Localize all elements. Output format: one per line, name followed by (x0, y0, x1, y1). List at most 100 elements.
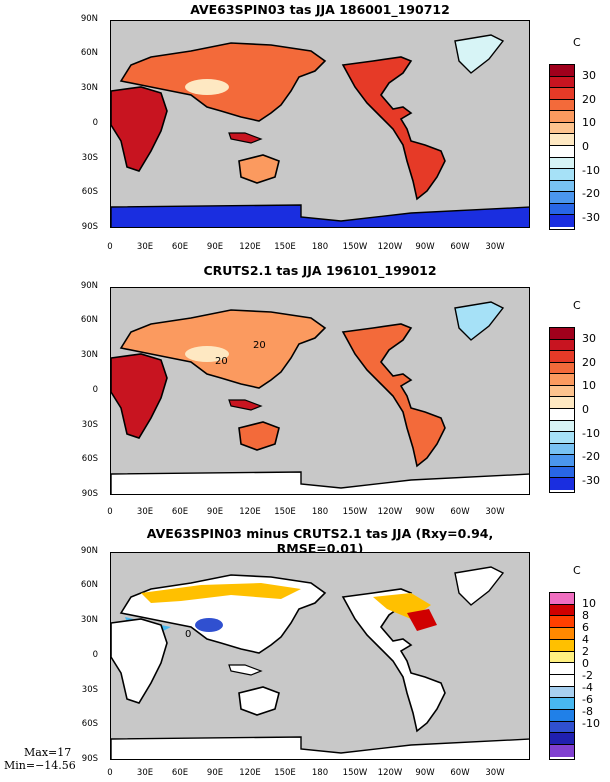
colorbar-swatch (550, 88, 574, 100)
colorbar-swatch (550, 651, 574, 664)
x-tick: 30E (136, 507, 154, 517)
contour-label: 20 (253, 340, 266, 351)
cold-bias-region (195, 618, 223, 632)
greenland-landmass (454, 34, 505, 74)
x-tick: 90W (415, 507, 435, 517)
colorbar-unit: C (573, 36, 581, 49)
colorbar-swatch (550, 733, 574, 746)
colorbar (549, 592, 575, 760)
contour-label: 0 (185, 629, 191, 640)
colorbar-swatch (550, 169, 574, 181)
colorbar-swatch (550, 328, 574, 340)
y-tick: 30S (81, 153, 98, 163)
x-tick: 150E (274, 242, 296, 252)
colorbar-swatch (550, 180, 574, 193)
colorbar-swatch (550, 157, 574, 170)
x-tick: 120E (239, 507, 261, 517)
y-tick: 90N (80, 281, 98, 291)
colorbar-swatch (550, 466, 574, 479)
x-tick: 120W (377, 242, 403, 252)
colorbar-label: -30 (582, 211, 600, 224)
x-tick: 180 (311, 242, 329, 252)
x-tick: 90E (206, 242, 224, 252)
x-tick: 0 (107, 768, 113, 778)
x-tick: 60E (171, 507, 189, 517)
x-tick: 60W (450, 768, 470, 778)
y-tick: 60N (80, 48, 98, 58)
colorbar-swatch (550, 397, 574, 409)
x-tick: 120E (239, 768, 261, 778)
x-tick: 180 (311, 768, 329, 778)
colorbar-swatch (550, 698, 574, 711)
x-tick: 90W (415, 768, 435, 778)
x-tick: 180 (311, 507, 329, 517)
colorbar-swatch (550, 134, 574, 146)
colorbar-swatch (550, 616, 574, 629)
x-tick: 30E (136, 768, 154, 778)
colorbar-swatch (550, 408, 574, 421)
panel-title: CRUTS2.1 tas JJA 196101_199012 (203, 263, 437, 278)
maritime-continent (228, 132, 263, 144)
x-tick: 0 (107, 507, 113, 517)
maritime-continent (228, 399, 263, 411)
colorbar-label: 0 (582, 140, 589, 153)
map-observed: 20 20 (110, 287, 530, 495)
americas-landmass (341, 323, 446, 468)
map-difference: 0 (110, 552, 530, 760)
colorbar-label: -30 (582, 474, 600, 487)
colorbar-label: -10 (582, 717, 600, 730)
colorbar-label: 6 (582, 621, 589, 634)
x-tick: 60E (171, 768, 189, 778)
colorbar-swatch (550, 432, 574, 444)
colorbar-label: -10 (582, 427, 600, 440)
stats: Max=17 Min=−14.56 (4, 746, 76, 772)
x-tick: 120W (377, 507, 403, 517)
colorbar-label: 4 (582, 633, 589, 646)
x-tick: 150E (274, 507, 296, 517)
y-tick: 90N (80, 546, 98, 556)
y-tick: 60N (80, 580, 98, 590)
colorbar-swatch (550, 443, 574, 456)
map-svg: 0 (111, 566, 529, 759)
x-tick: 90E (206, 507, 224, 517)
colorbar-swatch (550, 420, 574, 433)
colorbar-label: -8 (582, 705, 593, 718)
y-tick: 60N (80, 315, 98, 325)
colorbar-swatch (550, 710, 574, 722)
greenland-landmass (454, 301, 505, 341)
y-tick: 30S (81, 420, 98, 430)
x-tick: 60W (450, 242, 470, 252)
colorbar (549, 327, 575, 493)
panel-model: AVE63SPIN03 tas JJA 186001_190712 90N 60… (0, 0, 610, 258)
x-axis: 0 30E 60E 90E 120E 150E 180 150W 120W 90… (107, 768, 530, 780)
africa-landmass (111, 86, 168, 172)
colorbar-swatch (550, 663, 574, 675)
x-tick: 150W (342, 768, 368, 778)
max-value: Max=17 (24, 746, 72, 759)
colorbar-label: 20 (582, 93, 596, 106)
x-tick: 30W (485, 768, 505, 778)
colorbar-swatch (550, 351, 574, 363)
colorbar-swatch (550, 478, 574, 490)
map-model (110, 20, 530, 228)
colorbar-unit: C (573, 564, 581, 577)
y-tick: 60S (81, 454, 98, 464)
antarctica-landmass (111, 204, 529, 227)
y-tick: 90S (81, 222, 98, 232)
australia-landmass (238, 154, 280, 184)
colorbar-swatch (550, 215, 574, 227)
colorbar-swatch (550, 145, 574, 158)
colorbar-swatch (550, 721, 574, 734)
colorbar-label: 2 (582, 645, 589, 658)
x-tick: 120E (239, 242, 261, 252)
antarctica-landmass (111, 471, 529, 494)
y-tick: 30N (80, 83, 98, 93)
tibet-region (185, 346, 229, 362)
colorbar-label: 10 (582, 597, 596, 610)
x-tick: 30W (485, 242, 505, 252)
map-svg (111, 34, 529, 227)
antarctica-landmass (111, 736, 529, 759)
x-tick: 30E (136, 242, 154, 252)
colorbar-label: 30 (582, 332, 596, 345)
y-tick: 0 (92, 385, 98, 395)
